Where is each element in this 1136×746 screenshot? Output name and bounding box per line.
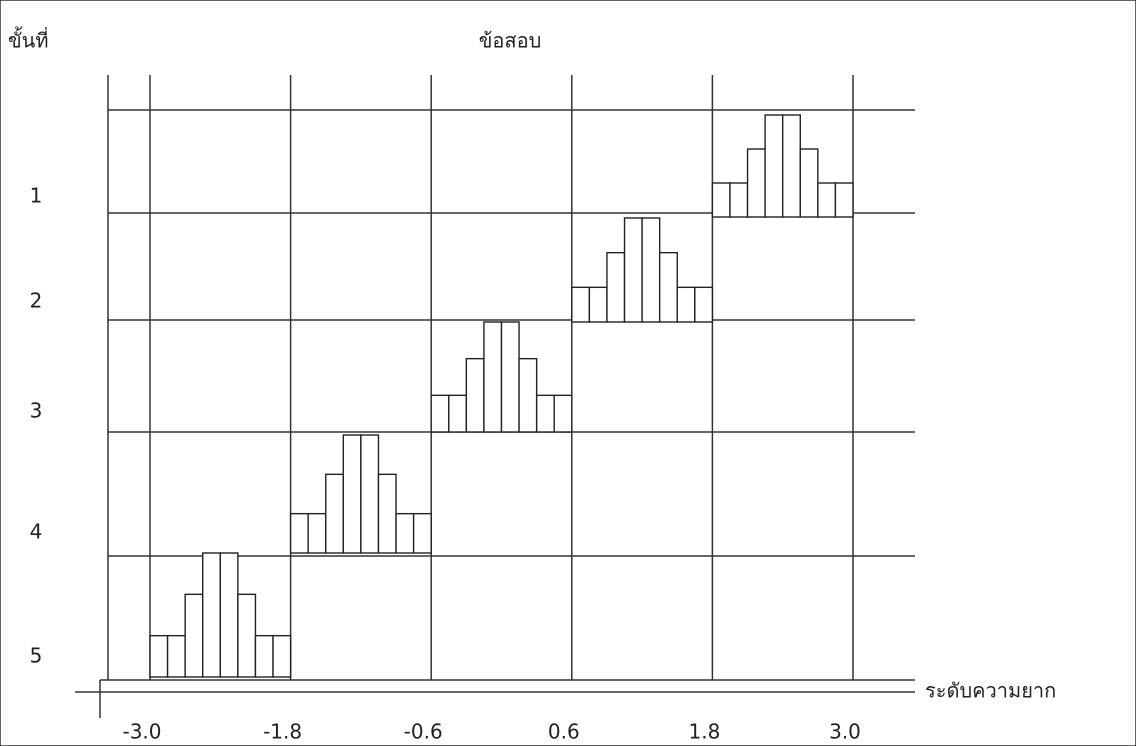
bar (185, 594, 203, 677)
bar (765, 115, 783, 217)
background (0, 0, 1136, 746)
x-axis-title: ระดับความยาก (925, 679, 1056, 703)
bar (712, 183, 730, 217)
bar (396, 514, 414, 553)
bar (800, 149, 818, 217)
bar (414, 514, 432, 553)
bar (291, 514, 309, 553)
row-label: 2 (30, 289, 43, 313)
bar (502, 322, 520, 432)
bar (449, 395, 467, 432)
bar (818, 183, 836, 217)
bar (484, 322, 502, 432)
bar (835, 183, 853, 217)
bar (677, 287, 695, 322)
bar (361, 435, 379, 553)
bar (273, 636, 291, 677)
bar (625, 218, 643, 322)
chart-title: ข้อสอบ (479, 29, 542, 53)
bar (642, 218, 660, 322)
bar (431, 395, 449, 432)
bar (220, 553, 238, 677)
bar (537, 395, 555, 432)
bar (255, 636, 273, 677)
x-tick-label: -1.8 (263, 720, 302, 744)
x-tick-label: 3.0 (829, 720, 861, 744)
bar (783, 115, 801, 217)
bar (466, 359, 484, 432)
bar (607, 253, 625, 322)
x-tick-label: -3.0 (122, 720, 161, 744)
bar (554, 395, 572, 432)
bar (748, 149, 766, 217)
x-tick-label: 1.8 (688, 720, 720, 744)
chart: ขั้นที่ ข้อสอบ ระดับความยาก -3.0 -1.8 -0.6… (0, 0, 1136, 746)
row-label: 3 (30, 399, 43, 423)
row-label: 1 (30, 184, 43, 208)
bar (168, 636, 186, 677)
bar (203, 553, 221, 677)
x-tick-label: -0.6 (404, 720, 443, 744)
bar (343, 435, 361, 553)
row-label: 5 (30, 644, 43, 668)
bar (695, 287, 713, 322)
bar (308, 514, 326, 553)
bar (150, 636, 168, 677)
bar (572, 287, 590, 322)
bar (660, 253, 678, 322)
y-axis-title: ขั้นที่ (8, 27, 49, 53)
row-label: 4 (30, 520, 43, 544)
bar (326, 474, 344, 553)
bar (378, 474, 396, 553)
x-tick-label: 0.6 (548, 720, 580, 744)
bar (730, 183, 748, 217)
bar (589, 287, 607, 322)
bar (519, 359, 537, 432)
bar (238, 594, 256, 677)
